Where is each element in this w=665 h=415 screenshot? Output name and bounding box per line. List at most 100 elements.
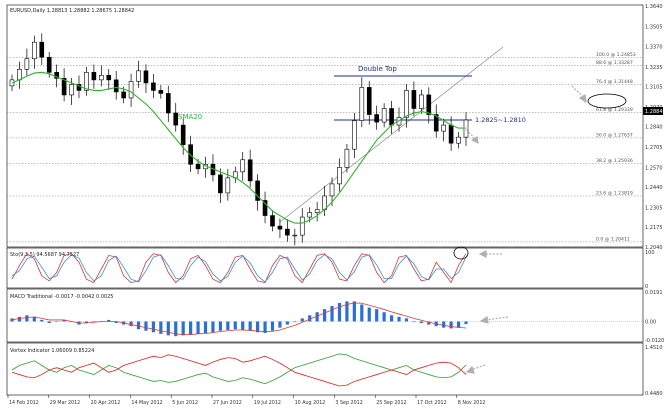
candle-body: [54, 72, 59, 79]
candle-body: [411, 90, 417, 109]
candle-body: [158, 90, 164, 94]
candle-body: [128, 81, 134, 99]
macd-bar: [241, 321, 245, 330]
price-badge: [643, 107, 663, 115]
candle-body: [389, 108, 394, 126]
macd-bar: [166, 321, 170, 336]
main-title: EURUSD,Daily 1.28813 1.28882 1.28675 1.2…: [10, 8, 134, 14]
candle-body: [255, 180, 260, 201]
macd-bar: [107, 319, 111, 322]
candle-body: [61, 78, 67, 96]
candle-body: [277, 225, 283, 230]
date-label: 20 Apr 2012: [91, 400, 121, 406]
fib-label: 50.0 @ 1.27637: [596, 132, 633, 138]
main-panel: [6, 4, 644, 248]
macd-bar: [464, 321, 468, 325]
fib-label: 88.6 @ 1.33287: [596, 60, 633, 66]
fib-label: 61.8 @ 1.29339: [596, 107, 633, 113]
y-tick-label: 1.2175: [645, 225, 663, 231]
macd-bar: [389, 315, 394, 322]
macd-bar: [181, 321, 185, 336]
macd-bar: [233, 321, 237, 330]
macd-bar: [375, 309, 379, 322]
macd-bar: [189, 321, 193, 335]
candle-body: [292, 234, 298, 237]
macd-bar: [263, 321, 267, 334]
date-label: 10 Aug 2012: [295, 400, 326, 406]
y-tick-label: 100: [645, 250, 655, 256]
sto-highlight-ellipse: [453, 246, 469, 260]
candle-body: [285, 228, 290, 236]
macd-bar: [40, 319, 44, 322]
y-tick-label: 1.2840: [645, 125, 663, 131]
macd-bar: [92, 321, 96, 323]
candle-body: [419, 94, 424, 109]
y-tick-label: 1.3370: [645, 45, 663, 51]
macd-bar: [412, 321, 416, 323]
macd-bar: [308, 315, 312, 322]
fib-label: 100.0 @ 1.24853: [596, 52, 636, 58]
macd-bar: [404, 318, 409, 322]
y-tick-label: 1.3505: [645, 24, 663, 30]
y-tick-label: 1.2040: [645, 245, 663, 251]
macd-bar: [25, 315, 29, 322]
macd-bar: [226, 321, 230, 330]
macd-bar: [84, 321, 89, 324]
sma20-line: [11, 71, 466, 224]
y-tick-label: 0.4480: [645, 391, 663, 397]
candle-body: [39, 41, 45, 58]
macd-bar: [442, 321, 446, 328]
candle-body: [173, 112, 179, 126]
macd-bar: [256, 321, 260, 333]
candle-body: [344, 148, 350, 168]
arrow-icon-main: [463, 85, 587, 145]
y-tick-label: 1.3640: [645, 4, 663, 10]
y-tick-label: -0.0120: [645, 338, 664, 344]
candle-body: [314, 209, 320, 213]
macd-bar: [352, 301, 356, 322]
candle-body: [165, 93, 171, 114]
date-label: 3 Sep 2012: [335, 400, 362, 406]
macd-bar: [315, 312, 319, 322]
candle-body: [46, 56, 52, 73]
fib-label: 23.6 @ 1.23819: [596, 190, 633, 196]
vi-minus-line: [11, 354, 467, 387]
y-tick-label: 1.2440: [645, 185, 663, 191]
range-label: 1.2825~1.2810: [475, 116, 526, 124]
candle-body: [426, 94, 432, 115]
vi-plus-line: [11, 353, 467, 385]
macd-bar: [322, 309, 327, 322]
macd-bar: [55, 321, 59, 323]
macd-bar: [367, 307, 371, 322]
candle-body: [374, 114, 380, 123]
candle-body: [337, 167, 342, 185]
macd-bar: [270, 321, 275, 331]
date-label: 8 Nov 2012: [458, 400, 486, 406]
y-tick-label: 0: [645, 284, 648, 290]
macd-bar: [159, 321, 163, 334]
candle-body: [136, 70, 141, 82]
macd-bar: [397, 316, 401, 322]
candle-body: [456, 136, 461, 144]
date-label: 14 May 2012: [131, 400, 162, 406]
y-tick-label: 1.2705: [645, 145, 663, 151]
macd-bar: [151, 321, 156, 333]
candle-body: [359, 87, 365, 121]
y-tick-label: 0.00: [645, 319, 656, 325]
candle-body: [98, 75, 104, 81]
macd-bar: [345, 301, 349, 322]
candle-body: [225, 177, 231, 194]
macd-bar: [62, 319, 66, 322]
date-label: 25 Sep 2012: [376, 400, 406, 406]
macd-bar: [211, 321, 215, 333]
candle-body: [84, 72, 89, 91]
y-tick-label: 1.3235: [645, 65, 663, 71]
arrow-icon-macd: [479, 315, 509, 324]
arrow-icon-vortex: [465, 364, 486, 374]
macd-bar: [337, 302, 342, 322]
date-label: 27 Jun 2012: [213, 400, 242, 406]
macd-bar: [32, 316, 36, 322]
fib-highlight-ellipse: [587, 93, 627, 109]
macd-bar: [382, 312, 386, 322]
candle-body: [329, 183, 335, 197]
